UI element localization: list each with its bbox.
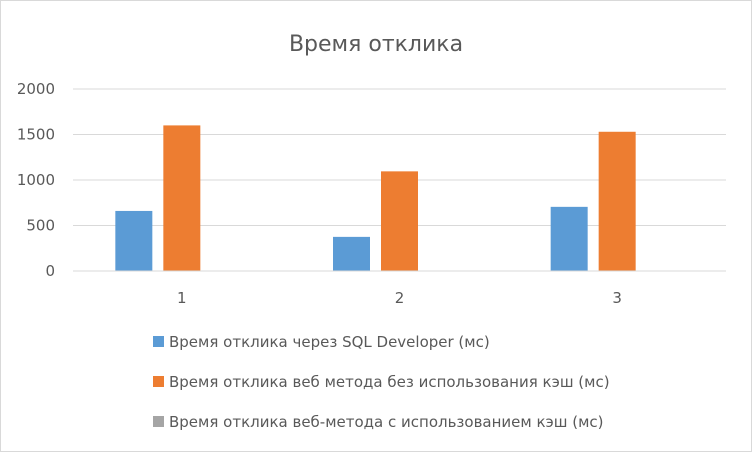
x-tick-label: 1 bbox=[177, 289, 187, 307]
y-axis-ticks: 0 500 1000 1500 2000 bbox=[17, 80, 55, 280]
y-tick-label: 0 bbox=[45, 262, 55, 280]
y-tick-label: 1500 bbox=[17, 126, 55, 144]
legend: Время отклика через SQL Developer (мс) Вр… bbox=[153, 333, 610, 431]
y-tick-label: 2000 bbox=[17, 80, 55, 98]
legend-swatch bbox=[153, 336, 164, 347]
bar-series-2-category-1 bbox=[163, 125, 201, 272]
legend-swatch bbox=[153, 416, 164, 427]
bar-series-1-category-3 bbox=[550, 206, 588, 271]
bars bbox=[115, 125, 636, 272]
bar-series-1-category-2 bbox=[333, 236, 370, 271]
bar-series-2-category-2 bbox=[381, 171, 418, 271]
legend-label: Время отклика веб метода без использован… bbox=[169, 373, 610, 391]
bar-series-1-category-1 bbox=[115, 210, 153, 271]
legend-label: Время отклика через SQL Developer (мс) bbox=[169, 333, 490, 351]
x-tick-label: 2 bbox=[395, 289, 405, 307]
x-tick-label: 3 bbox=[612, 289, 622, 307]
y-tick-label: 1000 bbox=[17, 171, 55, 189]
y-tick-label: 500 bbox=[26, 217, 55, 235]
bar-series-2-category-3 bbox=[598, 131, 636, 271]
legend-label: Время отклика веб-метода с использование… bbox=[169, 413, 604, 431]
x-axis-ticks: 1 2 3 bbox=[177, 289, 622, 307]
legend-swatch bbox=[153, 376, 164, 387]
chart-title: Время отклика bbox=[289, 32, 463, 57]
